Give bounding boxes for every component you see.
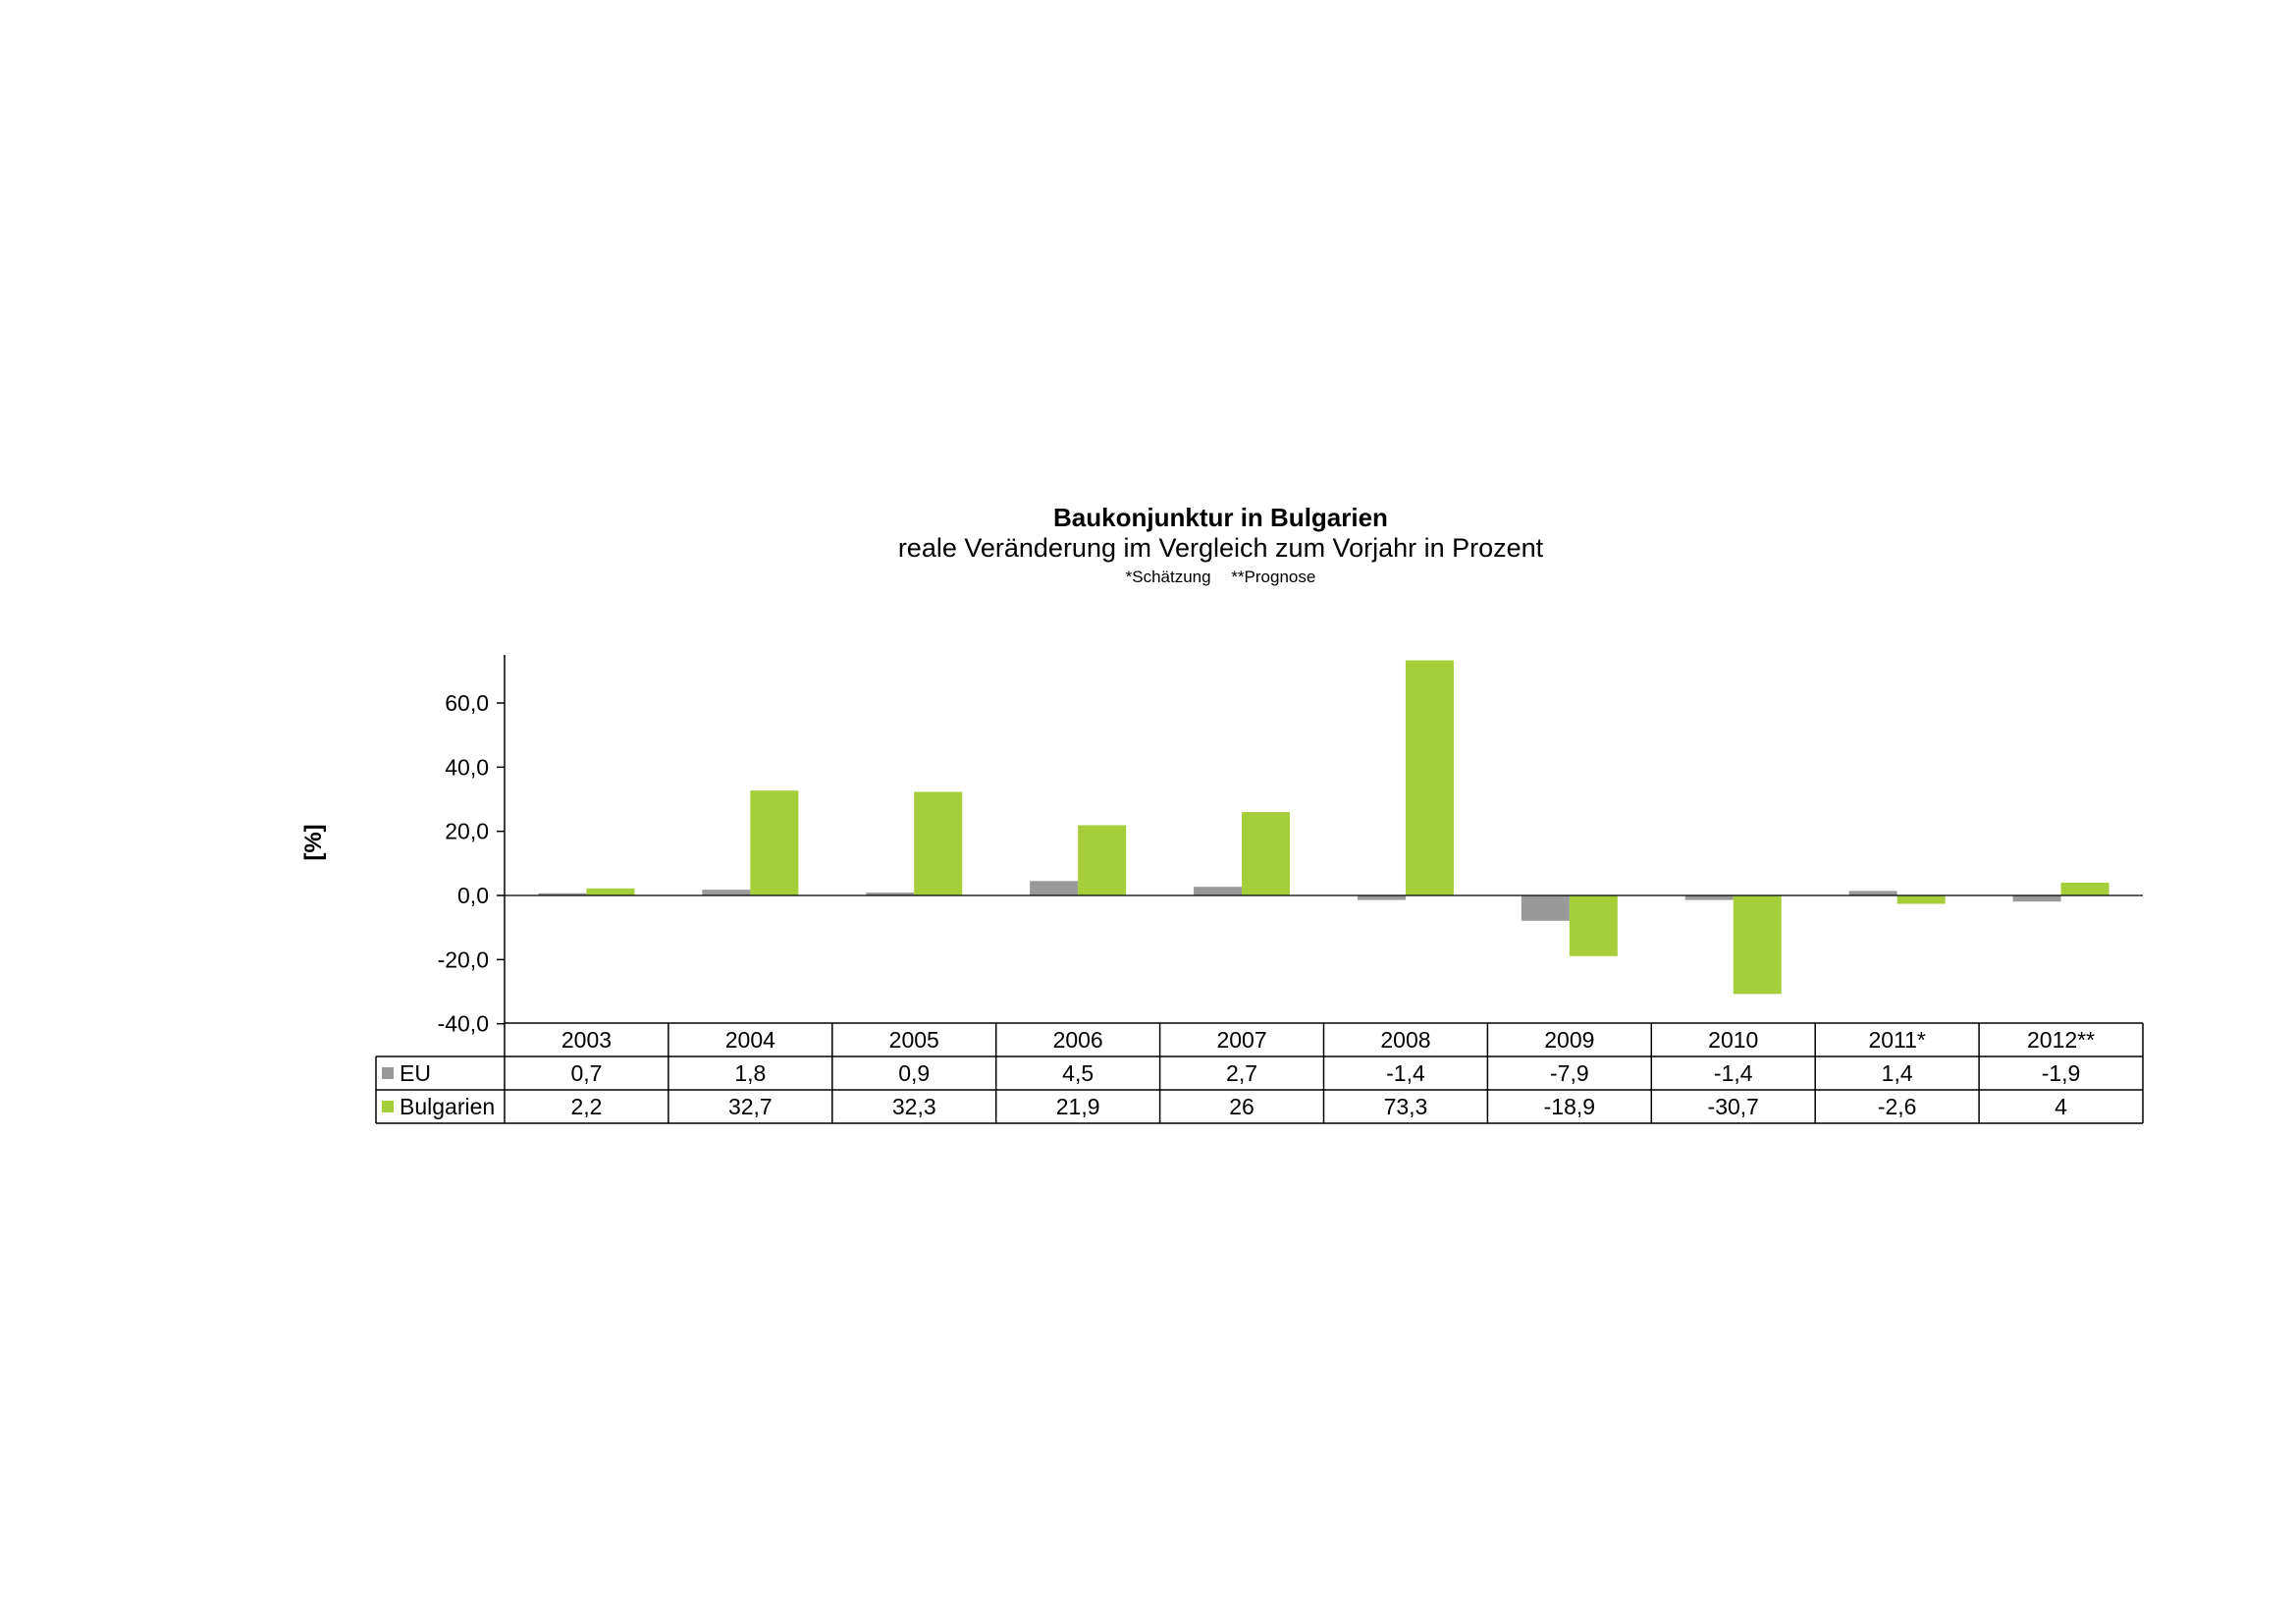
data-label: 4	[2055, 1094, 2067, 1119]
data-label: 0,9	[898, 1060, 930, 1086]
data-label: -18,9	[1544, 1094, 1595, 1119]
data-label: 0,7	[570, 1060, 602, 1086]
x-tick-label: 2012**	[2027, 1027, 2095, 1053]
bar-bulgarien-2007	[1242, 812, 1291, 895]
bar-bulgarien-2006	[1078, 825, 1127, 895]
x-tick-label: 2003	[561, 1027, 612, 1053]
x-tick-label: 2010	[1708, 1027, 1758, 1053]
x-tick-label: 2005	[889, 1027, 939, 1053]
x-tick-label: 2006	[1053, 1027, 1103, 1053]
bar-eu-2012	[2012, 895, 2061, 902]
bar-eu-2009	[1521, 895, 1570, 921]
data-label: 32,3	[892, 1094, 936, 1119]
x-tick-label: 2009	[1544, 1027, 1594, 1053]
bar-bulgarien-2012	[2060, 882, 2109, 895]
y-axis-label: [%]	[300, 824, 327, 860]
data-label: -1,4	[1714, 1060, 1753, 1086]
data-label: 21,9	[1056, 1094, 1100, 1119]
data-label: 26	[1229, 1094, 1255, 1119]
bar-eu-2007	[1194, 887, 1243, 895]
bar-bulgarien-2003	[586, 888, 635, 895]
legend-label: EU	[400, 1060, 431, 1086]
data-label: -1,4	[1386, 1060, 1425, 1086]
data-label: -2,6	[1878, 1094, 1917, 1119]
data-label: 1,4	[1882, 1060, 1913, 1086]
y-tick-label: 20,0	[445, 819, 489, 844]
legend-label: Bulgarien	[400, 1094, 495, 1119]
bar-bulgarien-2011	[1896, 895, 1946, 904]
note-forecast: **Prognose	[1231, 568, 1316, 586]
y-tick-label: 0,0	[457, 883, 489, 908]
data-label: -7,9	[1550, 1060, 1589, 1086]
x-tick-label: 2008	[1380, 1027, 1430, 1053]
y-tick-label: -20,0	[438, 947, 489, 972]
bar-eu-2008	[1357, 895, 1406, 900]
data-label: 2,7	[1226, 1060, 1257, 1086]
chart-subtitle: reale Veränderung im Vergleich zum Vorja…	[897, 533, 1544, 563]
bar-eu-2011	[1848, 891, 1897, 895]
data-label: 4,5	[1062, 1060, 1094, 1086]
data-label: 1,8	[734, 1060, 766, 1086]
x-tick-label: 2004	[725, 1027, 775, 1053]
bar-eu-2005	[866, 893, 915, 895]
y-tick-label: 60,0	[445, 690, 489, 716]
y-tick-label: 40,0	[445, 754, 489, 780]
data-label: -1,9	[2042, 1060, 2081, 1086]
bar-bulgarien-2004	[750, 790, 799, 895]
data-label: 32,7	[728, 1094, 773, 1119]
chart-note: *Schätzung **Prognose	[0, 568, 2296, 587]
note-estimate: *Schätzung	[1125, 568, 1211, 586]
chart-title: Baukonjunktur in Bulgarien	[1053, 503, 1388, 532]
data-label: -30,7	[1708, 1094, 1759, 1119]
bar-bulgarien-2005	[914, 791, 963, 895]
bar-eu-2004	[702, 890, 751, 895]
bar-bulgarien-2010	[1733, 895, 1782, 995]
bar-bulgarien-2009	[1569, 895, 1618, 956]
bar-eu-2010	[1684, 895, 1734, 900]
x-tick-label: 2007	[1216, 1027, 1266, 1053]
x-tick-label: 2011*	[1868, 1027, 1925, 1053]
bar-bulgarien-2008	[1405, 660, 1454, 895]
bar-eu-2003	[538, 893, 587, 895]
legend-swatch	[382, 1101, 394, 1112]
legend-swatch	[382, 1067, 394, 1079]
data-label: 73,3	[1384, 1094, 1428, 1119]
y-tick-label: -40,0	[438, 1011, 489, 1037]
data-label: 2,2	[570, 1094, 602, 1119]
bar-eu-2006	[1030, 881, 1079, 895]
